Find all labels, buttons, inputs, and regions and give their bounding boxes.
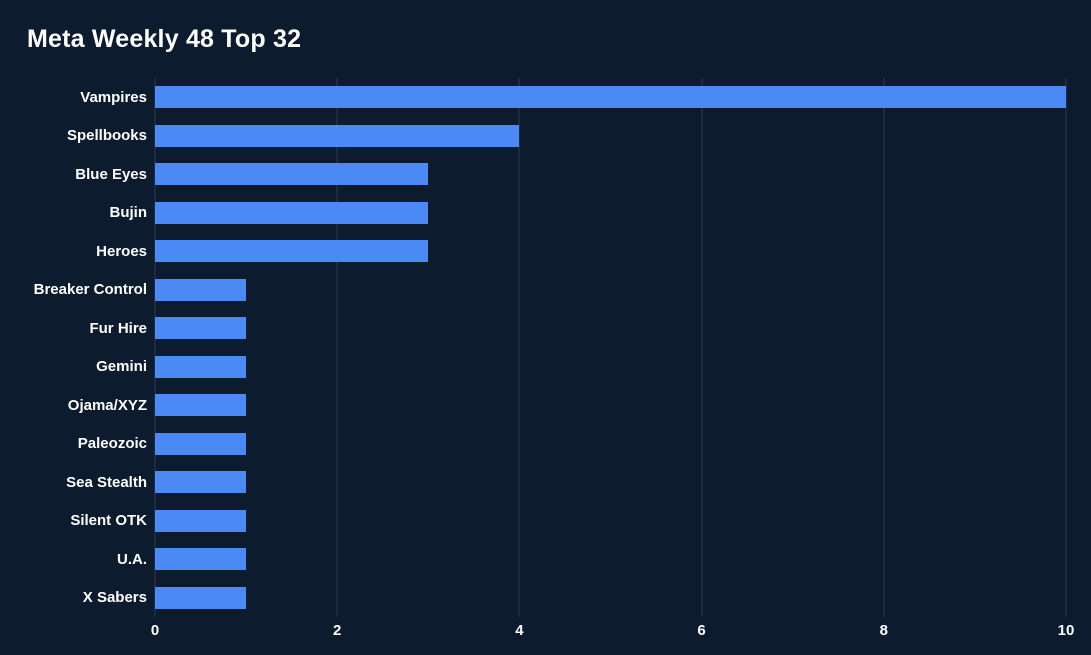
chart-row: Fur Hire xyxy=(0,309,1066,348)
gridline xyxy=(701,78,703,617)
bar-track xyxy=(155,355,1066,378)
x-tick-label: 8 xyxy=(879,622,888,639)
bar-track xyxy=(155,471,1066,494)
bar xyxy=(155,317,247,340)
gridlines xyxy=(154,78,1067,617)
x-tick-label: 4 xyxy=(515,622,524,639)
bar-track xyxy=(155,548,1066,571)
gridline xyxy=(336,78,338,617)
bar-track xyxy=(155,86,1066,109)
bar-track xyxy=(155,394,1066,417)
category-label: Bujin xyxy=(109,204,148,222)
chart-row: Breaker Control xyxy=(0,271,1066,310)
bar-track xyxy=(155,432,1066,455)
bar-track xyxy=(155,201,1066,224)
chart-rows: Vampires Spellbooks Blue Eyes Bujin Heroes Br… xyxy=(0,78,1066,617)
category-label: Vampires xyxy=(80,88,147,106)
category-label: Gemini xyxy=(96,358,147,376)
bar xyxy=(155,586,247,609)
category-label: Breaker Control xyxy=(33,281,147,299)
gridline xyxy=(883,78,885,617)
bar-track xyxy=(155,509,1066,532)
category-label: Spellbooks xyxy=(66,127,147,145)
bar-track xyxy=(155,163,1066,186)
bar-track xyxy=(155,124,1066,147)
chart-row: U.A. xyxy=(0,540,1066,579)
gridline xyxy=(154,78,156,617)
bar-track xyxy=(155,240,1066,263)
x-tick-label: 6 xyxy=(697,622,706,639)
category-label: Fur Hire xyxy=(89,319,147,337)
category-label: Heroes xyxy=(96,242,147,260)
category-label: Silent OTK xyxy=(70,512,147,530)
chart-title: Meta Weekly 48 Top 32 xyxy=(27,25,302,53)
chart-row: Bujin xyxy=(0,194,1066,233)
gridline xyxy=(518,78,520,617)
category-label: Ojama/XYZ xyxy=(67,396,147,414)
x-tick-label: 10 xyxy=(1057,622,1075,639)
category-label: Blue Eyes xyxy=(75,165,147,183)
bar xyxy=(155,432,247,455)
bar xyxy=(155,86,1066,109)
plot-area xyxy=(154,78,1067,617)
chart-row: Silent OTK xyxy=(0,502,1066,541)
x-axis: 0 2 4 6 8 10 xyxy=(151,622,1075,646)
chart-row: Blue Eyes xyxy=(0,155,1066,194)
chart-row: X Sabers xyxy=(0,579,1066,618)
chart-row: Sea Stealth xyxy=(0,463,1066,502)
chart-row: Spellbooks xyxy=(0,117,1066,156)
category-label: U.A. xyxy=(117,550,147,568)
gridline xyxy=(1065,78,1067,617)
bar xyxy=(155,201,429,224)
bar xyxy=(155,278,247,301)
chart-row: Paleozoic xyxy=(0,425,1066,464)
bar xyxy=(155,163,429,186)
bar xyxy=(155,124,520,147)
category-label: Sea Stealth xyxy=(66,473,147,491)
category-label: Paleozoic xyxy=(77,435,147,453)
bar-track xyxy=(155,317,1066,340)
chart-row: Ojama/XYZ xyxy=(0,386,1066,425)
x-tick-label: 0 xyxy=(150,622,160,639)
bar xyxy=(155,240,429,263)
bar xyxy=(155,394,247,417)
bar xyxy=(155,471,247,494)
bar-track xyxy=(155,278,1066,301)
bar xyxy=(155,509,247,532)
bar xyxy=(155,548,247,571)
chart-row: Vampires xyxy=(0,78,1066,117)
x-tick-label: 2 xyxy=(333,622,342,639)
chart-row: Heroes xyxy=(0,232,1066,271)
bar-track xyxy=(155,586,1066,609)
chart-row: Gemini xyxy=(0,348,1066,387)
category-label: X Sabers xyxy=(82,589,147,607)
bar xyxy=(155,355,247,378)
